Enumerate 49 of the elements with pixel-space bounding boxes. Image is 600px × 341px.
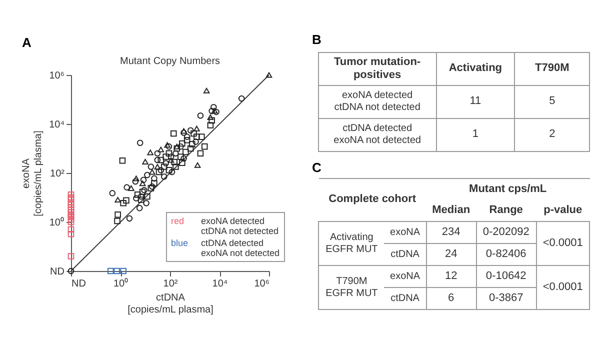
text: Range [476, 200, 536, 222]
text: 12 [426, 266, 476, 288]
y-tick-label: 10⁰ [49, 216, 64, 228]
text: Complete cohort [318, 178, 426, 222]
text: 1 [472, 128, 478, 140]
x-tick-label: 10⁰ [113, 278, 129, 290]
text: <0.0001 [536, 222, 590, 266]
x-tick-label: ND [72, 278, 86, 290]
text: 6 [426, 288, 476, 310]
text: B [312, 32, 322, 47]
text: exoNA detected ctDNA not detected [334, 90, 420, 113]
text: Activating [448, 62, 502, 74]
y-tick-label: ND [50, 266, 64, 278]
text: 234 [426, 222, 476, 244]
y-tick-label: 10² [50, 168, 66, 180]
text: <0.0001 [536, 266, 590, 310]
text: 11 [470, 95, 482, 108]
text: 2 [549, 128, 556, 140]
annotation: blue [171, 238, 190, 250]
text: C [312, 160, 322, 175]
text: Mutant cps/mL [426, 178, 590, 200]
x-tick-label: 10² [163, 278, 178, 290]
text: p-value [536, 200, 590, 222]
text: ctDNA detected exoNA not detected [334, 123, 421, 146]
text: Activating EGFR MUT [318, 222, 384, 266]
text: A [22, 35, 32, 50]
y-axis-title: exoNA [copies/mL plasma] [21, 130, 44, 216]
text: ctDNA [384, 244, 426, 266]
chart-title: Mutant Copy Numbers [120, 56, 220, 67]
text: ctDNA [384, 288, 426, 310]
x-axis-title: ctDNA [copies/mL plasma] [128, 292, 214, 316]
text: 0-202092 [476, 222, 536, 244]
text: 5 [549, 95, 556, 108]
text: T790M [535, 62, 570, 74]
text: 0-10642 [476, 266, 536, 288]
x-tick-label: 10⁴ [212, 278, 228, 290]
text: 0-82406 [476, 244, 536, 266]
annotation: red [171, 216, 186, 228]
text: exoNA [384, 222, 426, 244]
annotation: ctDNA detected exoNA not detected [201, 238, 280, 258]
text: exoNA [384, 266, 426, 288]
text: 0-3867 [476, 288, 536, 310]
y-tick-label: 10⁴ [49, 120, 64, 130]
text: Tumor mutation-positives [334, 56, 421, 81]
y-tick-label: 10⁶ [49, 70, 64, 82]
text: Median [426, 200, 476, 222]
x-tick-label: 10⁶ [254, 278, 270, 290]
text: T790M EGFR MUT [318, 266, 384, 310]
text: 24 [426, 244, 476, 266]
